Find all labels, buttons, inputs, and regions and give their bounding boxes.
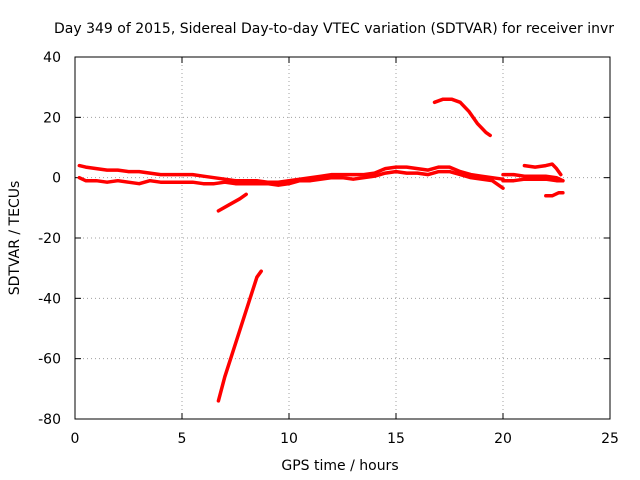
y-tick-label: 0 xyxy=(52,171,61,187)
y-tick-label: -40 xyxy=(38,291,61,307)
x-tick-label: 0 xyxy=(71,431,80,447)
grid-layer xyxy=(75,57,610,419)
x-tick-label: 20 xyxy=(494,431,512,447)
chart-title: Day 349 of 2015, Sidereal Day-to-day VTE… xyxy=(54,21,614,37)
series-main-band-upper xyxy=(77,163,505,184)
y-tick-label: -60 xyxy=(38,352,61,368)
series-main-band-lower xyxy=(77,169,505,190)
x-tick-label: 10 xyxy=(280,431,298,447)
y-tick-label: 20 xyxy=(43,110,61,126)
series-late-segment-upper xyxy=(501,172,565,183)
tick-label-layer: 0 5 10 15 20 25 -80 -60 -40 -20 0 20 40 xyxy=(38,50,619,447)
x-tick-label: 25 xyxy=(601,431,619,447)
y-tick-label: -80 xyxy=(38,412,61,428)
y-axis-label: SDTVAR / TECUs xyxy=(7,181,23,296)
x-tick-label: 5 xyxy=(178,431,187,447)
series-high-arc xyxy=(432,97,492,138)
x-tick-label: 15 xyxy=(387,431,405,447)
y-tick-label: -20 xyxy=(38,231,61,247)
series-late-segment-lower xyxy=(501,177,565,183)
series-late-low xyxy=(544,191,565,198)
plot-frame xyxy=(74,56,611,420)
series-layer xyxy=(77,97,565,403)
series-late-hump xyxy=(522,162,563,177)
y-tick-label: 40 xyxy=(43,50,61,66)
x-axis-label: GPS time / hours xyxy=(281,458,398,474)
series-steep-drop xyxy=(216,269,263,403)
series-short-descent xyxy=(216,192,248,213)
